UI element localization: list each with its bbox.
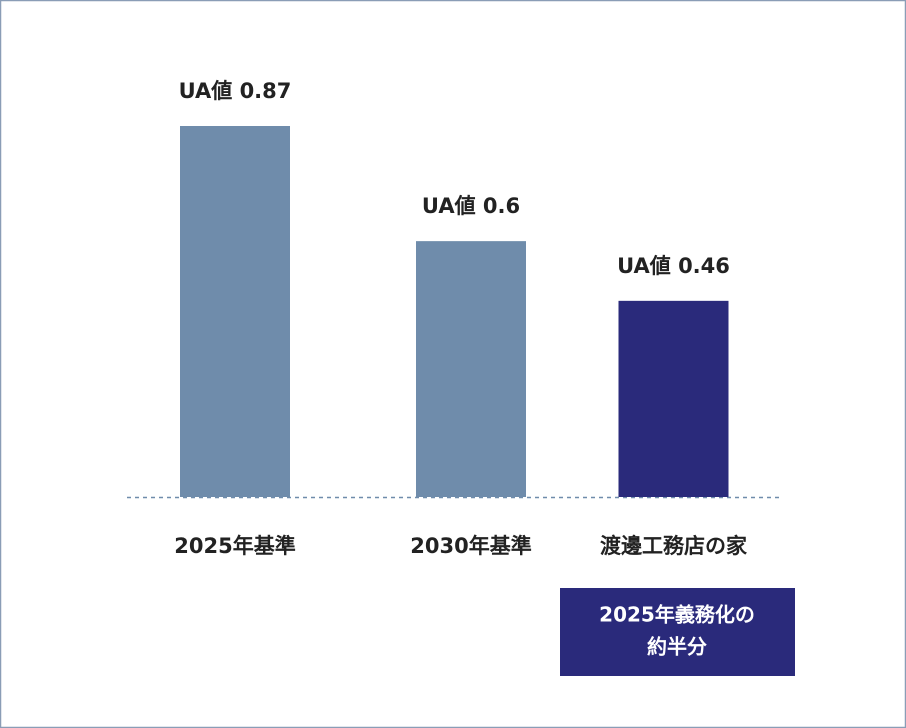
bar [416,241,526,497]
annotation: 2025年義務化の 約半分 [560,588,795,676]
annotation-box [560,588,795,676]
value-label: UA値 0.46 [617,254,730,278]
value-label: UA値 0.87 [179,79,292,103]
annotation-line: 約半分 [647,635,707,659]
x-tick-label: 2030年基準 [410,534,531,558]
x-tick-label: 渡邊工務店の家 [600,534,748,558]
bar [180,126,290,497]
value-label: UA値 0.6 [422,194,520,218]
annotation-line: 2025年義務化の [599,603,755,627]
bar [618,300,729,497]
x-tick-label: 2025年基準 [174,534,295,558]
